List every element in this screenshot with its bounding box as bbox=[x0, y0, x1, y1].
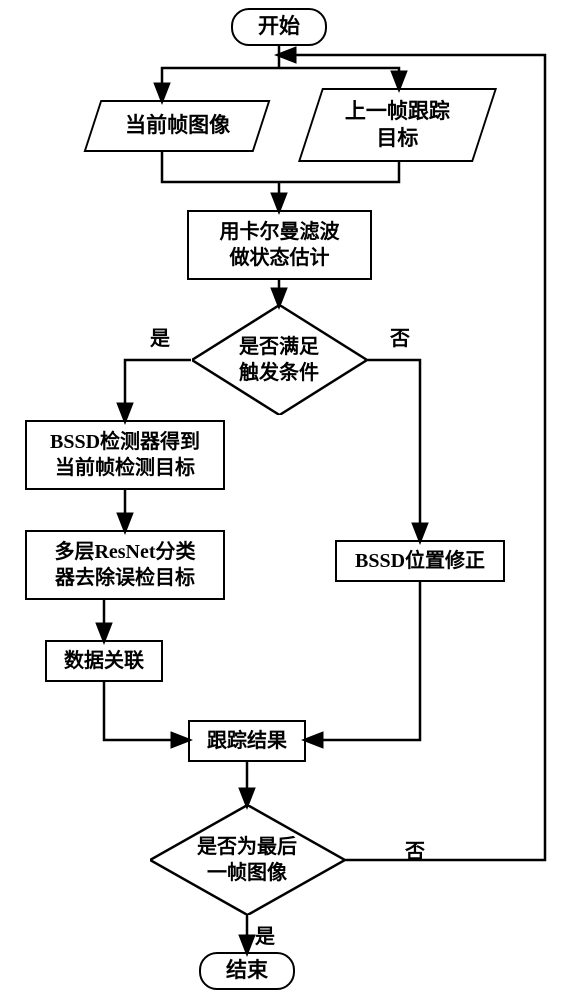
kalman-process: 用卡尔曼滤波 做状态估计 bbox=[187, 210, 372, 280]
resnet-process: 多层ResNet分类 器去除误检目标 bbox=[25, 530, 225, 600]
bssd-fix-process: BSSD位置修正 bbox=[335, 540, 505, 582]
decision-trigger: 是否满足 触发条件 bbox=[192, 305, 367, 415]
input-current-frame-label: 当前帧图像 bbox=[125, 112, 230, 139]
start-label: 开始 bbox=[258, 13, 300, 40]
edge-dataassoc-trackres bbox=[104, 682, 188, 740]
data-assoc-label: 数据关联 bbox=[64, 648, 144, 674]
data-assoc-process: 数据关联 bbox=[45, 640, 163, 682]
kalman-label: 用卡尔曼滤波 做状态估计 bbox=[220, 219, 340, 271]
edge-dectrig-no bbox=[367, 360, 420, 540]
edge-dectrig-yes bbox=[125, 360, 191, 420]
resnet-label: 多层ResNet分类 器去除误检目标 bbox=[54, 539, 195, 591]
decision-last-frame: 是否为最后 一帧图像 bbox=[150, 805, 345, 915]
bssd-detector-label: BSSD检测器得到 当前帧检测目标 bbox=[50, 429, 200, 481]
edge-label-last-no: 否 bbox=[405, 835, 425, 864]
edge-inframe-merge bbox=[162, 152, 279, 182]
edge-label-trig-yes: 是 bbox=[150, 322, 170, 351]
track-result-process: 跟踪结果 bbox=[188, 720, 306, 762]
edge-label-last-yes: 是 bbox=[255, 920, 275, 949]
decision-trigger-label: 是否满足 触发条件 bbox=[192, 305, 367, 415]
start-node: 开始 bbox=[231, 8, 327, 46]
edge-inprev-merge bbox=[279, 162, 399, 182]
input-prev-target: 上一帧跟踪 目标 bbox=[298, 88, 497, 162]
bssd-fix-label: BSSD位置修正 bbox=[355, 548, 485, 574]
edge-declast-loop bbox=[279, 55, 545, 860]
track-result-label: 跟踪结果 bbox=[207, 728, 287, 754]
decision-last-frame-label: 是否为最后 一帧图像 bbox=[150, 805, 345, 915]
edge-split-inprev bbox=[279, 68, 399, 88]
edge-bssdfix-trackres bbox=[306, 582, 420, 740]
end-label: 结束 bbox=[226, 957, 268, 984]
input-prev-target-label: 上一帧跟踪 目标 bbox=[345, 98, 450, 153]
bssd-detector-process: BSSD检测器得到 当前帧检测目标 bbox=[25, 420, 225, 490]
edge-label-trig-no: 否 bbox=[390, 322, 410, 351]
end-node: 结束 bbox=[199, 952, 295, 990]
input-current-frame: 当前帧图像 bbox=[84, 100, 271, 152]
edge-split-inframe bbox=[162, 68, 279, 100]
